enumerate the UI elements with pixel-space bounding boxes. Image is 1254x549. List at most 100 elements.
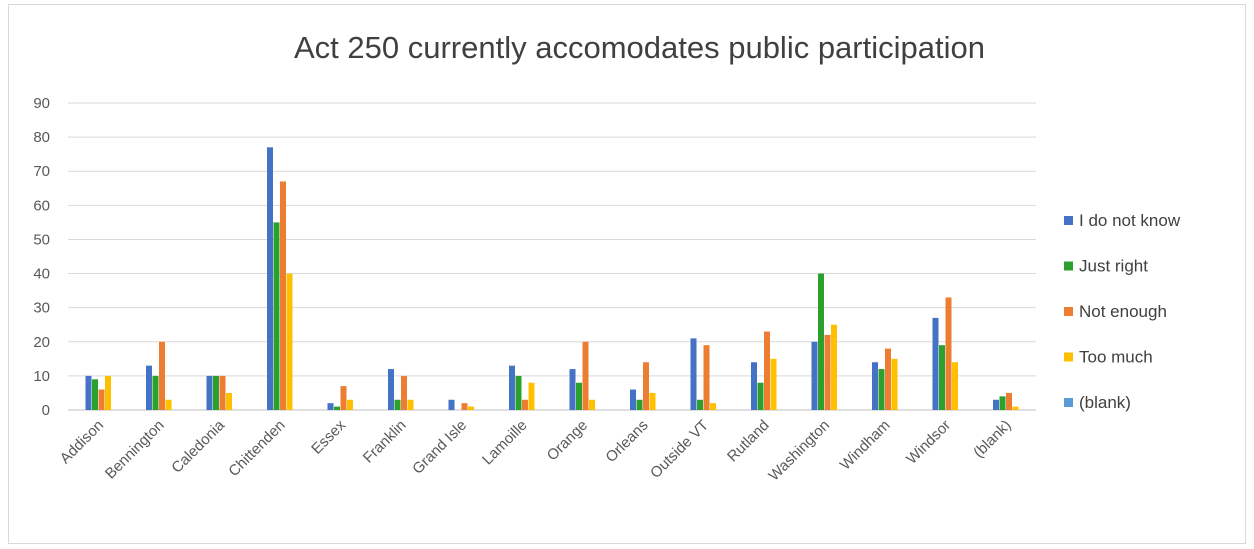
y-tick-label: 50: [33, 231, 50, 248]
bar: [340, 386, 347, 410]
x-tick-label: Orleans: [602, 417, 651, 466]
x-tick-label: Washington: [765, 417, 833, 485]
bar: [878, 369, 885, 410]
bar: [939, 345, 945, 410]
bar: [401, 375, 407, 410]
bar: [509, 365, 515, 410]
bar: [219, 375, 226, 410]
bar: [872, 362, 878, 410]
x-tick-label: Chittenden: [225, 417, 288, 480]
bar: [522, 399, 528, 410]
bar: [1012, 406, 1019, 410]
bar: [273, 222, 280, 410]
bar: [649, 392, 656, 410]
legend-swatch: [1064, 352, 1073, 362]
bar: [468, 406, 474, 410]
bar: [1006, 392, 1012, 410]
bar: [286, 273, 293, 410]
x-tick-label: Bennington: [102, 417, 168, 483]
x-tick-label: Grand Isle: [409, 417, 470, 478]
bar: [824, 334, 831, 410]
x-tick-label: Rutland: [724, 417, 773, 466]
bar: [407, 399, 414, 410]
bar: [999, 396, 1006, 410]
y-tick-label: 70: [33, 163, 50, 180]
bar: [710, 403, 716, 410]
legend-label: Just right: [1079, 257, 1148, 276]
bar: [818, 273, 824, 410]
bar: [448, 399, 455, 410]
legend-swatch: [1064, 398, 1073, 407]
y-tick-label: 60: [33, 197, 50, 214]
bar: [152, 375, 159, 410]
x-tick-label: Addison: [57, 417, 107, 467]
x-tick-label: Lamoille: [479, 417, 531, 469]
bar: [993, 399, 999, 410]
bar: [92, 379, 98, 410]
y-tick-label: 0: [42, 402, 50, 419]
x-tick-label: Franklin: [360, 417, 410, 467]
y-tick-label: 20: [33, 334, 50, 351]
bar: [515, 375, 522, 410]
bar: [98, 389, 105, 410]
bar: [636, 399, 643, 410]
bar: [347, 399, 353, 410]
legend-label: I do not know: [1079, 211, 1181, 230]
bar: [945, 297, 952, 410]
bar: [891, 358, 898, 410]
bar: [461, 403, 468, 410]
bar: [569, 369, 576, 410]
bar: [327, 403, 334, 410]
legend-label: (blank): [1079, 393, 1131, 412]
y-tick-label: 30: [33, 300, 50, 317]
x-tick-label: Windsor: [903, 417, 954, 468]
bar: [952, 362, 958, 410]
bar: [764, 331, 770, 410]
bar: [831, 324, 837, 410]
bar: [589, 399, 595, 410]
bar: [690, 338, 697, 410]
bar: [85, 375, 92, 410]
y-tick-label: 10: [33, 368, 50, 385]
bar: [770, 358, 777, 410]
bar: [280, 181, 286, 410]
bar: [105, 375, 111, 410]
bar: [388, 369, 394, 410]
y-tick-label: 80: [33, 129, 50, 146]
bar: [885, 348, 891, 410]
bar: [206, 375, 213, 410]
y-tick-label: 90: [33, 95, 50, 112]
bar: [226, 392, 232, 410]
y-tick-label: 40: [33, 266, 50, 283]
bar: [146, 365, 152, 410]
bar: [267, 147, 273, 410]
legend-swatch: [1064, 261, 1073, 271]
x-tick-label: Windham: [837, 417, 894, 474]
x-tick-label: Orange: [544, 417, 591, 464]
bar: [811, 341, 818, 410]
bar: [159, 341, 165, 410]
chart-title: Act 250 currently accomodates public par…: [294, 30, 985, 65]
x-tick-label: (blank): [970, 417, 1014, 461]
bar: [630, 389, 636, 410]
bar: [576, 382, 582, 410]
bar: [697, 399, 703, 410]
x-tick-label: Caledonia: [168, 416, 228, 476]
bar: [394, 399, 401, 410]
x-tick-label: Essex: [308, 416, 349, 457]
bar: [751, 362, 757, 410]
bar: [932, 317, 939, 410]
bar: [213, 375, 219, 410]
bar: [703, 345, 710, 410]
bar: [582, 341, 589, 410]
x-tick-label: Outside VT: [647, 417, 712, 482]
bar: [528, 382, 535, 410]
legend-label: Not enough: [1079, 302, 1167, 321]
bar: [334, 406, 340, 410]
legend-label: Too much: [1079, 348, 1153, 367]
bar: [165, 399, 172, 410]
legend-swatch: [1064, 216, 1073, 225]
legend-swatch: [1064, 307, 1073, 316]
bar: [757, 382, 764, 410]
